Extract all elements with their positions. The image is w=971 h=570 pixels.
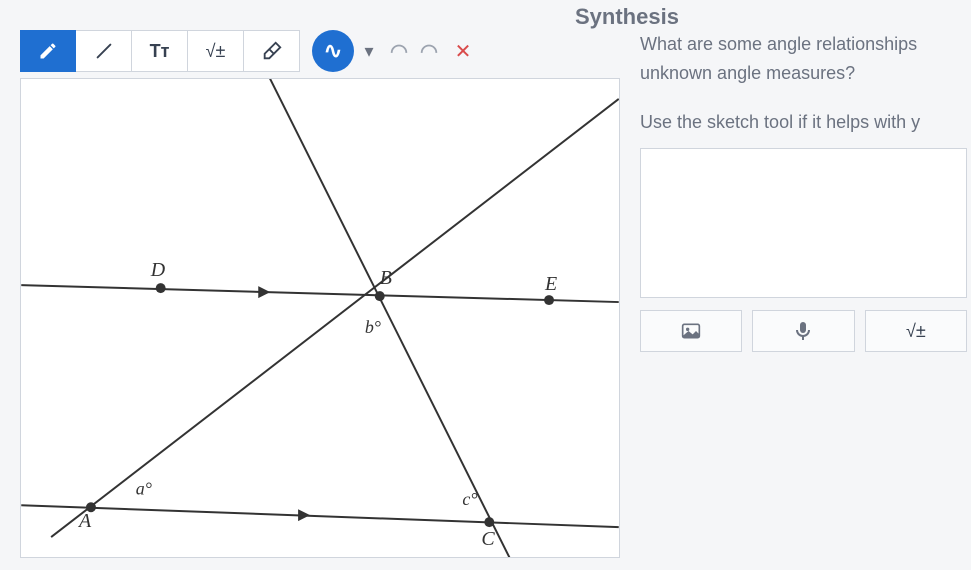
point-b xyxy=(375,291,385,301)
label-d: D xyxy=(150,259,166,281)
eraser-icon xyxy=(261,40,283,62)
line-tool-button[interactable] xyxy=(76,30,132,72)
text-tool-button[interactable]: Tᴛ xyxy=(132,30,188,72)
question-line1: What are some angle relationships xyxy=(640,34,917,54)
question-line2: unknown angle measures? xyxy=(640,63,855,83)
insert-image-button[interactable] xyxy=(640,310,742,352)
lasso-tool-button[interactable]: ∿ xyxy=(312,30,354,72)
pencil-tool-button[interactable] xyxy=(20,30,76,72)
undo-icon xyxy=(388,40,410,62)
chevron-down-icon: ▾ xyxy=(364,41,373,62)
diagram-svg: D B E A C a° b° c° xyxy=(21,79,619,557)
math-symbol-icon: √± xyxy=(906,321,926,342)
lasso-icon: ∿ xyxy=(324,38,342,64)
mic-icon xyxy=(796,321,810,341)
label-a: A xyxy=(77,510,92,532)
answer-textarea[interactable] xyxy=(640,148,967,298)
question-text: What are some angle relationships unknow… xyxy=(640,30,967,88)
parallel-arrow-bottom xyxy=(298,509,310,521)
question-panel: What are some angle relationships unknow… xyxy=(640,30,971,352)
question-hint: Use the sketch tool if it helps with y xyxy=(640,108,967,137)
page-title: Synthesis xyxy=(575,0,971,34)
redo-button[interactable] xyxy=(414,30,444,72)
close-toolbar-button[interactable]: ✕ xyxy=(448,30,478,72)
tool-dropdown-button[interactable]: ▾ xyxy=(354,30,384,72)
drawing-toolbar: Tᴛ √± ∿ ▾ ✕ xyxy=(20,30,478,72)
eraser-tool-button[interactable] xyxy=(244,30,300,72)
close-icon: ✕ xyxy=(455,39,472,64)
point-c xyxy=(484,517,494,527)
voice-input-button[interactable] xyxy=(752,310,854,352)
angle-c-label: c° xyxy=(462,489,477,509)
angle-b-label: b° xyxy=(365,317,381,337)
sketch-canvas[interactable]: D B E A C a° b° c° xyxy=(20,78,620,558)
parallel-arrow-top xyxy=(258,286,270,298)
angle-a-label: a° xyxy=(136,478,152,498)
point-e xyxy=(544,295,554,305)
answer-toolbar: √± xyxy=(640,310,967,352)
redo-icon xyxy=(418,40,440,62)
text-icon: Tᴛ xyxy=(150,41,170,62)
math-icon: √± xyxy=(206,41,226,62)
label-b: B xyxy=(380,267,392,289)
pencil-icon xyxy=(38,41,58,61)
image-icon xyxy=(681,322,701,340)
label-e: E xyxy=(544,273,557,295)
insert-math-button[interactable]: √± xyxy=(865,310,967,352)
point-d xyxy=(156,283,166,293)
undo-button[interactable] xyxy=(384,30,414,72)
line-icon xyxy=(93,40,115,62)
label-c: C xyxy=(481,528,495,550)
math-tool-button[interactable]: √± xyxy=(188,30,244,72)
